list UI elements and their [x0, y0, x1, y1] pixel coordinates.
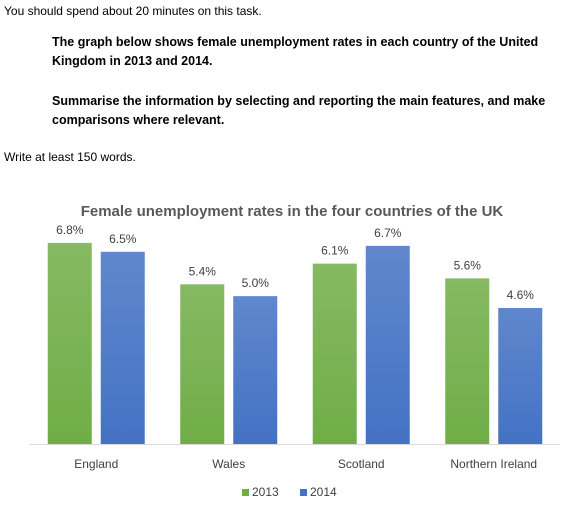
bar-2014-wales — [233, 296, 278, 444]
task-instructions: Summarise the information by selecting a… — [52, 94, 546, 127]
bar-chart: Female unemployment rates in the four co… — [30, 203, 560, 499]
bar-2014-northern-ireland — [498, 307, 543, 444]
legend-label: 2014 — [310, 485, 337, 499]
plot-area: 6.8% 6.5% England 5.4% 5.0% Wales 6.1% 6.7% Scot… — [30, 223, 560, 471]
data-label: 6.8% — [56, 223, 84, 237]
data-label: 5.4% — [189, 264, 217, 278]
chart-title: Female unemployment rates in the four co… — [81, 203, 504, 220]
data-label: 6.5% — [109, 232, 137, 246]
data-label: 5.6% — [454, 258, 482, 272]
category-label: England — [74, 457, 118, 471]
data-label: 6.1% — [321, 244, 349, 258]
bar-2013-northern-ireland — [445, 278, 490, 444]
category-label: Northern Ireland — [450, 457, 537, 471]
legend-label: 2013 — [252, 485, 279, 499]
legend-swatch-2014 — [300, 489, 307, 496]
data-label: 6.7% — [374, 226, 402, 240]
legend-swatch-2013 — [242, 489, 249, 496]
bar-2013-scotland — [312, 263, 357, 444]
task-intro: You should spend about 20 minutes on thi… — [4, 4, 262, 18]
chart-legend: 2013 2014 — [242, 485, 337, 499]
word-count-instruction: Write at least 150 words. — [4, 150, 136, 164]
bar-2014-england — [100, 251, 145, 444]
category-label: Wales — [212, 457, 245, 471]
data-label: 5.0% — [242, 276, 270, 290]
bar-2013-wales — [180, 284, 225, 444]
data-label: 4.6% — [507, 288, 535, 302]
category-label: Scotland — [338, 457, 385, 471]
bar-2013-england — [47, 242, 92, 444]
task-prompt: The graph below shows female unemploymen… — [52, 35, 539, 68]
bar-2014-scotland — [365, 245, 410, 444]
